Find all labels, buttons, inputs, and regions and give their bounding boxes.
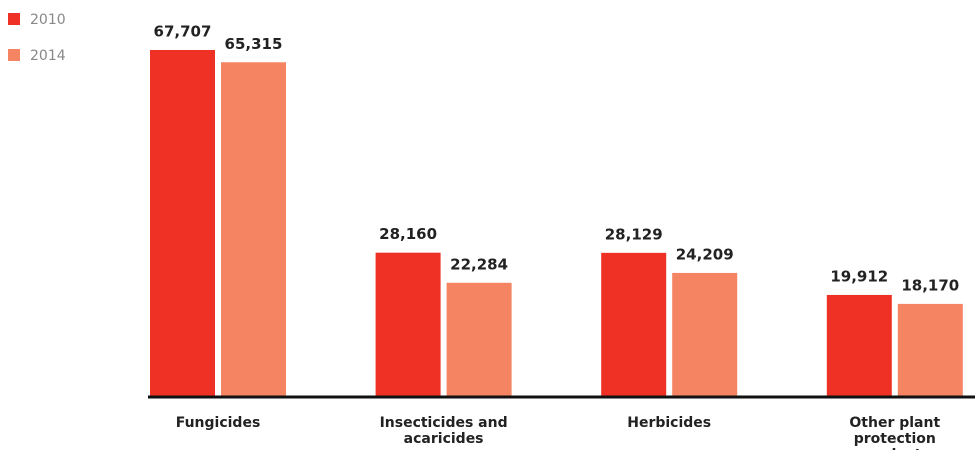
- data-label: 65,315: [225, 35, 283, 53]
- legend-swatch: [8, 13, 20, 25]
- bar: [826, 294, 892, 397]
- legend-label: 2010: [30, 12, 66, 28]
- data-label: 18,170: [901, 276, 959, 294]
- x-tick-label: Herbicides: [627, 415, 712, 431]
- bar: [221, 62, 286, 397]
- data-label: 24,209: [676, 245, 734, 263]
- x-tick-label: Insecticides and acaricides: [379, 415, 508, 447]
- bar: [446, 282, 512, 397]
- bar: [601, 252, 667, 397]
- legend-swatch: [8, 49, 20, 61]
- data-label: 28,160: [379, 225, 437, 243]
- bar: [375, 252, 441, 397]
- x-tick-label: Fungicides: [175, 415, 261, 431]
- bar: [897, 303, 963, 397]
- data-label: 22,284: [450, 255, 508, 273]
- bar: [672, 272, 738, 397]
- data-label: 19,912: [830, 267, 888, 285]
- bar: [150, 50, 215, 397]
- data-label: 28,129: [605, 225, 663, 243]
- x-tick-label: Other plant protection products: [849, 415, 941, 450]
- data-label: 67,707: [154, 23, 212, 41]
- legend-label: 2014: [30, 48, 66, 64]
